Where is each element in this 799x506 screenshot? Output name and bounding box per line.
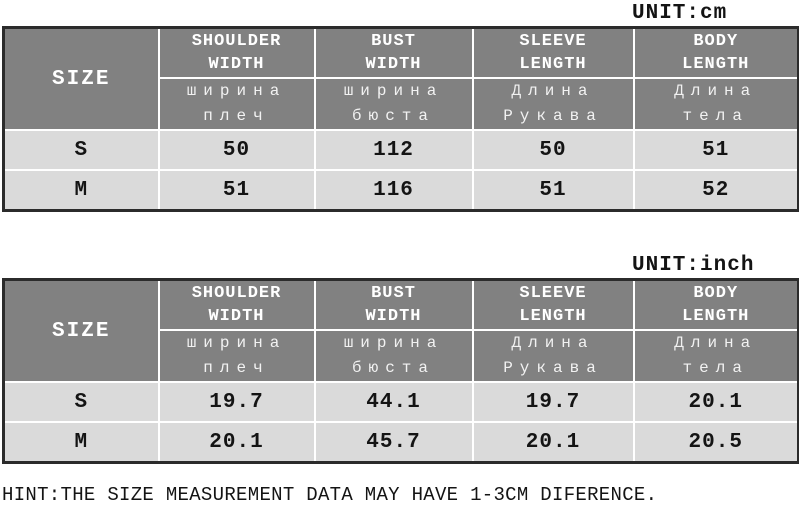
- header-line: ширина: [186, 82, 287, 100]
- table-row-size-s: S 50 112 50 51: [2, 129, 799, 171]
- header-line: WIDTH: [365, 55, 422, 74]
- header-cell-shoulder-width-ru: ширина плеч: [157, 77, 316, 131]
- header-cell-sleeve-length: SLEEVE LENGTH: [471, 26, 635, 79]
- header-line: BUST: [371, 32, 416, 51]
- measurement-value: 19.7: [471, 381, 635, 423]
- header-line: BUST: [371, 284, 416, 303]
- measurement-value: 19.7: [157, 381, 316, 423]
- size-table-cm: SIZE SHOULDER WIDTH BUST WIDTH SLEEVE LE…: [2, 26, 799, 212]
- measurement-value: 45.7: [313, 421, 474, 464]
- header-line: плеч: [203, 107, 270, 125]
- header-line: тела: [682, 107, 749, 125]
- measurement-value: 20.1: [632, 381, 799, 423]
- header-line: WIDTH: [208, 307, 265, 326]
- size-table-inch: SIZE SHOULDER WIDTH BUST WIDTH SLEEVE LE…: [2, 278, 799, 464]
- header-cell-body-length-ru: Длина тела: [632, 77, 799, 131]
- header-line: Длина: [674, 334, 758, 352]
- header-line: Длина: [511, 82, 595, 100]
- header-line: ширина: [343, 334, 444, 352]
- measurement-value: 51: [471, 169, 635, 212]
- header-line: BODY: [693, 284, 739, 303]
- header-line: тела: [682, 359, 749, 377]
- measurement-value: 20.1: [471, 421, 635, 464]
- measurement-value: 50: [471, 129, 635, 171]
- header-line: ширина: [343, 82, 444, 100]
- header-line: LENGTH: [682, 55, 750, 74]
- measurement-value: 44.1: [313, 381, 474, 423]
- size-value: S: [2, 129, 160, 171]
- header-line: Длина: [674, 82, 758, 100]
- header-line: бюста: [351, 107, 435, 125]
- header-cell-size: SIZE: [2, 278, 160, 383]
- header-cell-size: SIZE: [2, 26, 160, 131]
- header-row-russian: ширина плеч ширина бюста Длина Рукава Дл…: [4, 329, 799, 383]
- size-value: M: [2, 169, 160, 212]
- unit-label-cm: UNIT:cm: [632, 2, 728, 25]
- size-value: S: [2, 381, 160, 423]
- header-line: Рукава: [503, 107, 603, 125]
- header-cell-body-length: BODY LENGTH: [632, 26, 799, 79]
- header-cell-shoulder-width: SHOULDER WIDTH: [157, 26, 316, 79]
- header-line: BODY: [693, 32, 739, 51]
- header-cell-shoulder-width: SHOULDER WIDTH: [157, 278, 316, 331]
- header-cell-bust-width-ru: ширина бюста: [313, 77, 474, 131]
- header-cell-sleeve-length-ru: Длина Рукава: [471, 329, 635, 383]
- measurement-value: 116: [313, 169, 474, 212]
- header-line: бюста: [351, 359, 435, 377]
- measurement-value: 51: [632, 129, 799, 171]
- measurement-value: 20.1: [157, 421, 316, 464]
- header-line: Длина: [511, 334, 595, 352]
- header-line: WIDTH: [208, 55, 265, 74]
- header-line: SHOULDER: [191, 284, 282, 303]
- header-cell-sleeve-length: SLEEVE LENGTH: [471, 278, 635, 331]
- header-cell-sleeve-length-ru: Длина Рукава: [471, 77, 635, 131]
- measurement-value: 51: [157, 169, 316, 212]
- header-cell-shoulder-width-ru: ширина плеч: [157, 329, 316, 383]
- table-row-size-s: S 19.7 44.1 19.7 20.1: [2, 381, 799, 423]
- header-line: Рукава: [503, 359, 603, 377]
- table-row-size-m: M 20.1 45.7 20.1 20.5: [2, 421, 799, 464]
- unit-label-inch: UNIT:inch: [632, 254, 755, 277]
- measurement-value: 50: [157, 129, 316, 171]
- header-line: WIDTH: [365, 307, 422, 326]
- header-row-english: SIZE SHOULDER WIDTH BUST WIDTH SLEEVE LE…: [2, 26, 799, 131]
- measurement-value: 112: [313, 129, 474, 171]
- header-row-english: SIZE SHOULDER WIDTH BUST WIDTH SLEEVE LE…: [2, 278, 799, 383]
- measurement-value: 20.5: [632, 421, 799, 464]
- header-cell-bust-width: BUST WIDTH: [313, 278, 474, 331]
- header-cell-body-length-ru: Длина тела: [632, 329, 799, 383]
- header-line: ширина: [186, 334, 287, 352]
- header-line: SLEEVE: [519, 32, 587, 51]
- measurement-value: 52: [632, 169, 799, 212]
- header-row-russian: ширина плеч ширина бюста Длина Рукава Дл…: [4, 77, 799, 131]
- header-line: LENGTH: [519, 55, 587, 74]
- header-cell-body-length: BODY LENGTH: [632, 278, 799, 331]
- header-cell-bust-width-ru: ширина бюста: [313, 329, 474, 383]
- size-value: M: [2, 421, 160, 464]
- header-line: LENGTH: [682, 307, 750, 326]
- header-cell-bust-width: BUST WIDTH: [313, 26, 474, 79]
- header-line: SLEEVE: [519, 284, 587, 303]
- hint-text: HINT:THE SIZE MEASUREMENT DATA MAY HAVE …: [2, 484, 658, 506]
- header-line: плеч: [203, 359, 270, 377]
- header-line: SHOULDER: [191, 32, 282, 51]
- header-line: LENGTH: [519, 307, 587, 326]
- table-row-size-m: M 51 116 51 52: [2, 169, 799, 212]
